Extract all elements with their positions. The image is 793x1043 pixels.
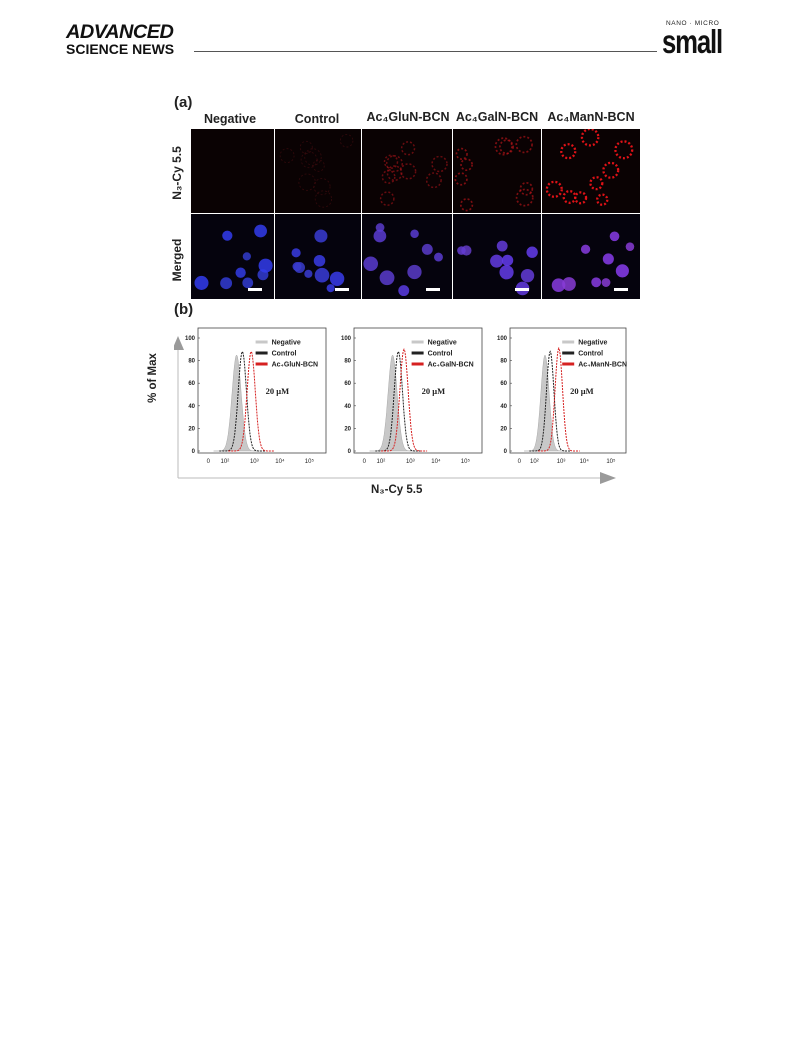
journal-name-line1: ADVANCED [66,22,174,43]
column-header-control: Control [294,112,340,126]
column-header-galn: Ac₄GalN-BCN [455,110,539,124]
histogram-control [219,350,266,452]
histogram-treated [537,346,580,452]
scale-bar [248,288,262,291]
scale-bar [426,288,440,291]
histogram-frame [353,327,483,454]
y-tick-label: 40 [500,404,507,410]
concentration-label: 20 μM [570,386,593,396]
x-tick-label: 10² [221,459,230,465]
y-tick-label: 100 [341,336,352,342]
histogram-frame [509,327,627,454]
row-label-merged: Merged [170,238,184,282]
histogram-negative [369,354,416,452]
x-tick-label: 10³ [406,459,415,465]
y-tick-label: 0 [192,449,196,455]
y-tick-label: 80 [344,359,351,365]
x-tick-label: 10⁴ [431,458,441,465]
histogram-frame [197,327,327,454]
legend-label: Ac₄GalN-BCN [428,362,474,369]
micrograph-tile [362,214,452,299]
y-axis-arrow [174,336,184,350]
y-axis-label: % of Max [146,353,159,403]
x-tick-label: 10⁵ [606,458,616,465]
concentration-label: 20 μM [266,386,289,396]
flow-histograms: 0 20 40 60 80 100 0 10² 10³ 10⁴ 10⁵ Negative Control… [174,327,627,484]
micrograph-tile [542,129,640,213]
panel-a-letter: (a) [174,94,193,111]
y-tick-label: 20 [500,426,507,432]
y-tick-label: 80 [188,359,195,365]
x-tick-label: 10³ [557,459,566,465]
legend-label: Ac₄GluN-BCN [272,362,319,369]
x-tick-label: 10³ [250,459,259,465]
histogram-treated [228,350,275,452]
x-tick-label: 10⁵ [461,458,471,465]
x-tick-label: 10² [530,459,539,465]
x-tick-label: 10⁵ [305,458,315,465]
y-tick-label: 100 [497,336,508,342]
micrograph-tile [453,214,541,299]
x-tick-label: 0 [363,459,367,465]
legend-label: Control [272,351,297,358]
x-tick-label: 10⁴ [275,458,285,465]
micrograph-tile [275,129,361,213]
x-tick-label: 10⁴ [580,458,590,465]
y-tick-label: 0 [504,449,508,455]
histogram-treated [381,348,428,452]
x-tick-label: 10² [377,459,386,465]
y-tick-label: 60 [344,381,351,387]
y-tick-label: 20 [188,426,195,432]
column-header-glun: Ac₄GluN-BCN [366,110,450,124]
journal-logo-right: NANO · MICRO small [662,20,738,60]
scale-bar [335,288,349,291]
y-tick-label: 20 [344,426,351,432]
microscopy-grid [191,129,640,299]
legend-label: Negative [272,340,301,347]
figure: (a) Negative Control Ac₄GluN-BCN Ac₄GalN… [0,0,793,520]
legend-label: Control [578,351,603,358]
y-tick-label: 0 [348,449,352,455]
histogram-negative [213,354,260,452]
micrograph-tile [542,214,640,299]
micrograph-tile [453,129,541,213]
y-tick-label: 100 [185,336,196,342]
micrograph-tile [191,129,274,213]
legend-label: Ac₄ManN-BCN [578,362,627,369]
legend-label: Control [428,351,453,358]
flow-cytometry-panel: 0 20 40 60 80 100 0 10² 10³ 10⁴ 10⁵ Negative Control… [174,318,630,488]
header-divider [194,51,657,52]
legend-label: Negative [428,340,457,347]
row-label-cy55: N₃-Cy 5.5 [170,146,184,200]
journal-logo-left: ADVANCED SCIENCE NEWS [66,23,190,57]
legend-label: Negative [578,340,607,347]
y-tick-label: 40 [188,404,195,410]
y-tick-label: 60 [188,381,195,387]
x-tick-label: 0 [207,459,211,465]
x-axis-arrow [600,472,616,484]
x-tick-label: 0 [518,459,522,465]
journal-title: small [662,23,723,60]
micrograph-tile [275,214,361,299]
histogram-control [529,350,572,452]
panel-b-letter: (b) [174,301,194,318]
column-header-mann: Ac₄ManN-BCN [547,110,635,124]
concentration-label: 20 μM [422,386,445,396]
scale-bar [614,288,628,291]
x-axis-label: N₃-Cy 5.5 [371,484,423,496]
y-tick-label: 40 [344,404,351,410]
column-header-negative: Negative [203,112,257,126]
y-tick-label: 80 [500,359,507,365]
micrograph-tile [362,129,452,213]
journal-subtitle: NANO · MICRO [666,20,720,27]
micrograph-tile [191,214,274,299]
scale-bar [515,288,529,291]
y-tick-label: 60 [500,381,507,387]
journal-name-line2: SCIENCE NEWS [66,41,175,57]
